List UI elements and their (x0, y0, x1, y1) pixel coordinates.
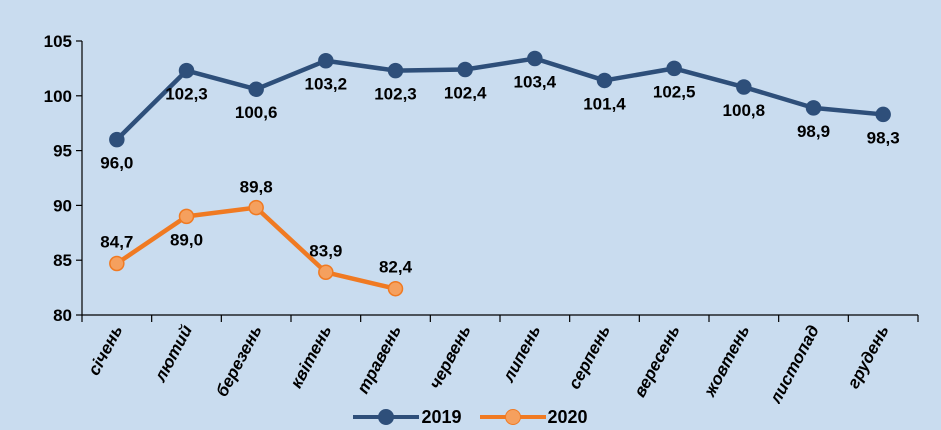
data-label-2019: 102,3 (374, 85, 417, 104)
x-tick-label: серпень (565, 322, 614, 392)
x-tick-label: листопад (765, 322, 823, 404)
x-tick-label: липень (498, 322, 544, 386)
x-tick-label: червень (425, 322, 474, 392)
data-point-2019[interactable] (109, 131, 125, 148)
legend-item-2019[interactable]: 2019 (353, 406, 462, 428)
data-point-2020[interactable] (318, 264, 334, 281)
data-label-2019: 102,4 (444, 83, 487, 102)
data-label-2019: 103,4 (514, 73, 557, 92)
x-tick-label: квітень (287, 322, 336, 391)
data-label-2019: 103,2 (305, 75, 348, 94)
data-label-2019: 100,8 (723, 101, 766, 120)
line-chart: 80 85 90 95 100 105 січень лютий березень квітень… (44, 32, 919, 404)
data-label-2020: 82,4 (379, 258, 413, 277)
data-point-2019[interactable] (387, 62, 404, 79)
data-point-2019[interactable] (527, 50, 543, 67)
series-layer (109, 50, 891, 297)
x-tick-label: березень (212, 322, 265, 400)
data-label-2019: 100,6 (235, 103, 278, 122)
data-label-2019: 102,3 (165, 85, 208, 104)
x-tick-label: вересень (630, 322, 684, 400)
y-tick-label: 85 (53, 251, 72, 270)
data-label-2019: 98,3 (867, 128, 900, 147)
data-label-2019: 98,9 (797, 122, 830, 141)
data-point-2019[interactable] (457, 61, 473, 78)
legend-swatch-2019 (353, 407, 420, 427)
data-label-2020: 84,7 (100, 232, 133, 251)
data-point-2019[interactable] (596, 72, 613, 89)
data-label-2019: 101,4 (583, 94, 626, 113)
data-point-2019[interactable] (875, 106, 891, 123)
data-point-2019[interactable] (666, 60, 682, 77)
legend-item-2020[interactable]: 2020 (479, 406, 588, 428)
x-tick-label: травень (353, 322, 405, 397)
y-tick-label: 90 (53, 196, 72, 215)
data-point-2020[interactable] (387, 280, 404, 297)
legend-label-2019: 2019 (421, 406, 462, 427)
legend-label-2020: 2020 (547, 406, 588, 427)
data-label-2020: 89,8 (240, 178, 273, 197)
data-point-2019[interactable] (736, 79, 752, 95)
data-label-2019: 102,5 (653, 82, 696, 101)
data-point-2019[interactable] (178, 62, 195, 79)
y-tick-label: 80 (53, 306, 72, 325)
x-tick-label: лютий (150, 321, 196, 385)
data-label-2020: 83,9 (309, 241, 342, 260)
x-tick-label: січень (84, 322, 126, 379)
y-tick-label: 100 (44, 87, 72, 106)
legend-swatch-2020 (479, 407, 546, 427)
data-point-2020[interactable] (178, 208, 195, 225)
series-line-2019 (114, 56, 886, 142)
data-point-2020[interactable] (248, 199, 264, 216)
data-labels-layer: 96,0 102,3 100,6 103,2 102,3 102,4 103,4 101,4 1… (100, 73, 899, 277)
legend: 2019 2020 (0, 404, 941, 430)
data-point-2019[interactable] (248, 81, 264, 97)
data-point-2019[interactable] (318, 52, 334, 69)
x-tick-label: грудень (844, 322, 893, 392)
series-line-2020 (114, 205, 398, 291)
y-tick-label: 95 (53, 142, 72, 161)
x-tick-label: жовтень (700, 322, 754, 400)
y-tick-label: 105 (44, 32, 72, 51)
data-point-2019[interactable] (805, 100, 822, 116)
data-point-2020[interactable] (109, 255, 125, 272)
data-label-2020: 89,0 (170, 230, 203, 249)
data-label-2019: 96,0 (100, 154, 133, 173)
